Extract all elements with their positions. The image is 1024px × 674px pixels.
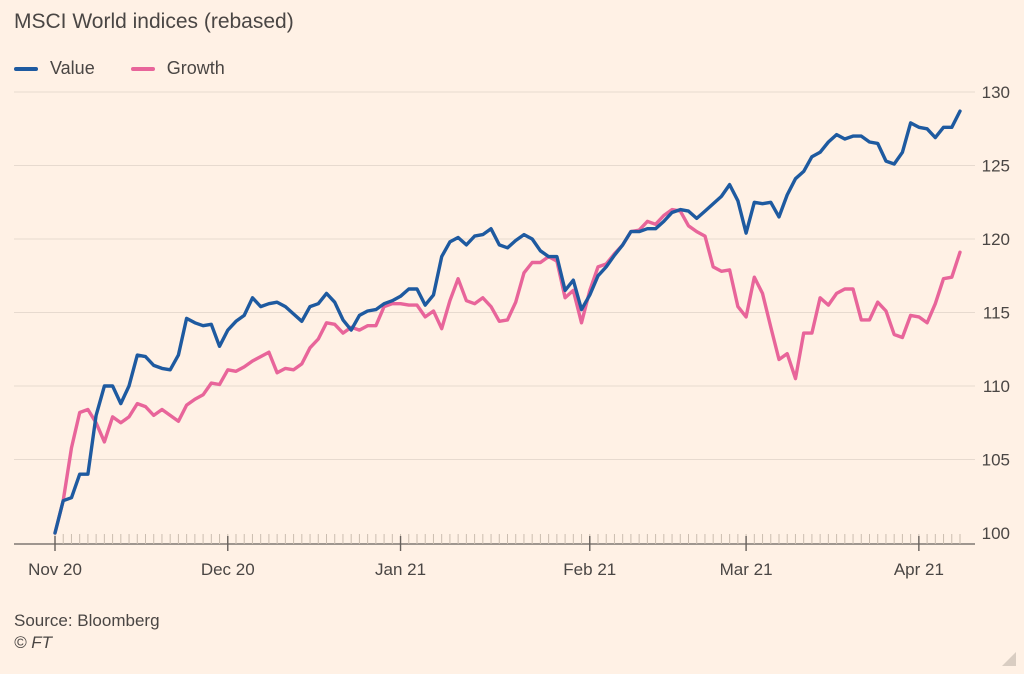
x-tick-label: Feb 21 [563, 560, 616, 579]
legend: Value Growth [14, 58, 261, 79]
footer: Source: Bloomberg © FT [14, 610, 160, 654]
legend-swatch-value [14, 66, 38, 71]
y-tick-label-115: 115 [983, 304, 1010, 323]
x-tick-label: Apr 21 [894, 560, 944, 579]
legend-label-growth: Growth [166, 58, 225, 78]
resize-corner-icon [1002, 652, 1016, 666]
legend-item-growth: Growth [130, 58, 225, 79]
x-tick-label: Dec 20 [201, 560, 255, 579]
x-tick-label: Mar 21 [720, 560, 773, 579]
legend-label-value: Value [50, 58, 95, 78]
y-tick-label-130: 130 [982, 83, 1010, 102]
y-tick-label-105: 105 [982, 451, 1010, 470]
legend-swatch-growth [130, 66, 155, 71]
y-tick-label-110: 110 [983, 377, 1010, 396]
chart-title: MSCI World indices (rebased) [14, 10, 294, 33]
source-note: Source: Bloomberg [14, 611, 160, 630]
copyright-note: © FT [14, 633, 53, 652]
x-tick-label: Nov 20 [28, 560, 82, 579]
y-tick-label-120: 120 [982, 230, 1010, 249]
series-line-growth [53, 207, 962, 535]
x-tick-label: Jan 21 [375, 560, 426, 579]
y-tick-label-100: 100 [982, 524, 1010, 543]
line-chart: 100 105 110 115 120 125 130 Nov 20 Dec 20 Jan 21 F… [14, 83, 1010, 579]
series-line-value [53, 109, 962, 535]
y-tick-label-125: 125 [982, 157, 1010, 176]
legend-item-value: Value [14, 58, 95, 79]
